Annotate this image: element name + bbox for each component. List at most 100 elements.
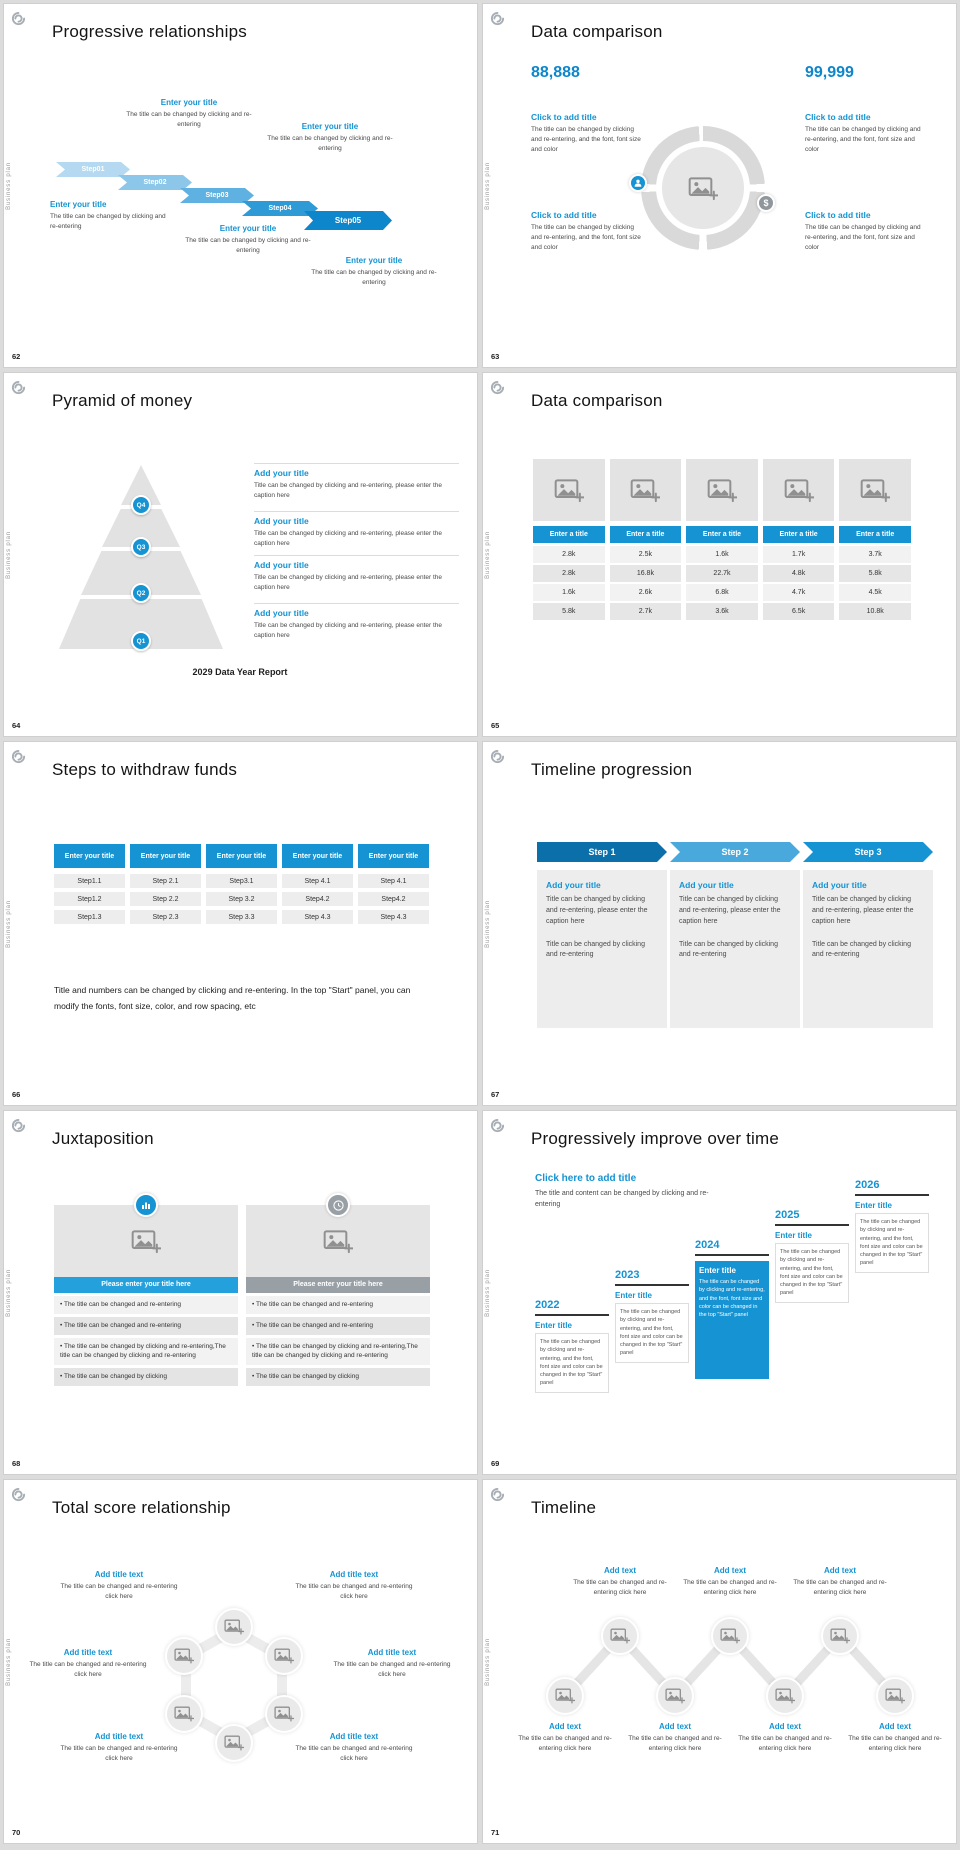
bullet-item: The title can be changed by clicking bbox=[246, 1368, 430, 1386]
table-cell: 10.8k bbox=[839, 603, 911, 620]
item-caption: The title can be changed and re-entering… bbox=[29, 1661, 147, 1679]
year-title: Enter title bbox=[855, 1201, 892, 1210]
item-caption: Title can be changed by clicking and re-… bbox=[254, 574, 443, 592]
column-header: Enter your title bbox=[282, 844, 353, 868]
timeline-item-bottom-1: Add text The title can be changed and re… bbox=[517, 1722, 613, 1754]
slide-title: Data comparison bbox=[531, 22, 663, 41]
score-item-6: Add title text The title can be changed … bbox=[294, 1732, 414, 1764]
timeline-node bbox=[711, 1617, 749, 1655]
year-caption: The title can be changed by clicking and… bbox=[535, 1333, 609, 1393]
image-node bbox=[215, 1724, 253, 1762]
stat-title: Click to add title bbox=[805, 210, 871, 220]
slide-title: Timeline bbox=[531, 1498, 597, 1517]
slide-thumbnail-66[interactable]: Business plan Steps to withdraw funds En… bbox=[4, 742, 477, 1105]
bullet-item: The title can be changed and re-entering bbox=[246, 1316, 430, 1335]
stat-item-left-2: Click to add title The title can be chan… bbox=[531, 210, 643, 253]
slide-thumbnail-62[interactable]: Business plan Progressive relationships … bbox=[4, 4, 477, 367]
brand-logo-icon bbox=[490, 380, 505, 395]
step-text-block-4: Enter your title The title can be change… bbox=[178, 224, 318, 256]
stat-caption: The title can be changed by clicking and… bbox=[805, 126, 921, 154]
slide-number: 71 bbox=[491, 1828, 500, 1837]
slide-title: Data comparison bbox=[531, 391, 663, 410]
slide-thumbnail-65[interactable]: Business plan Data comparison Enter a ti… bbox=[483, 373, 956, 736]
slide-thumbnail-71[interactable]: Business plan Timeline Add text The titl… bbox=[483, 1480, 956, 1843]
panel-title: Add your title bbox=[546, 880, 601, 890]
image-placeholder-icon bbox=[839, 459, 911, 521]
block-caption: The title can be changed by clicking and… bbox=[126, 111, 252, 129]
item-title: Add text bbox=[604, 1566, 636, 1575]
pyramid-graphic: Q4 Q3 Q2 Q1 bbox=[56, 465, 226, 675]
step-2-banner: Step 2 bbox=[670, 842, 800, 862]
table-cell: Step1.3 bbox=[54, 910, 125, 924]
panel-caption: Title can be changed by clicking and re-… bbox=[546, 896, 648, 925]
item-caption: Title can be changed by clicking and re-… bbox=[254, 622, 443, 640]
panel-body: Title can be changed by clicking and re-… bbox=[812, 940, 911, 959]
image-placeholder-icon bbox=[686, 459, 758, 521]
year-caption: The title can be changed by clicking and… bbox=[615, 1303, 689, 1363]
year-block-2025: 2025 Enter title The title can be change… bbox=[775, 1209, 849, 1303]
item-title: Add text bbox=[824, 1566, 856, 1575]
slide-thumbnail-67[interactable]: Business plan Timeline progression Step … bbox=[483, 742, 956, 1105]
year-label: 2025 bbox=[775, 1209, 800, 1221]
clock-icon bbox=[326, 1193, 350, 1217]
timeline-item-top-3: Add text The title can be changed and re… bbox=[792, 1566, 888, 1598]
left-compare-panel: Please enter your title here The title c… bbox=[54, 1193, 238, 1386]
table-cell: 5.8k bbox=[533, 603, 605, 620]
bullet-item: The title can be changed and re-entering bbox=[54, 1296, 238, 1314]
item-caption: The title can be changed and re-entering… bbox=[60, 1745, 178, 1763]
block-title: Enter your title bbox=[219, 224, 277, 233]
block-title: Enter your title bbox=[160, 98, 218, 107]
year-title: Enter title bbox=[699, 1266, 736, 1275]
table-row: 2.8k 2.5k 1.6k 1.7k 3.7k bbox=[533, 546, 911, 563]
timeline-item-bottom-3: Add text The title can be changed and re… bbox=[737, 1722, 833, 1754]
image-node bbox=[165, 1695, 203, 1733]
image-placeholder-icon bbox=[54, 1205, 238, 1277]
image-node bbox=[215, 1608, 253, 1646]
table-cell: 3.7k bbox=[839, 546, 911, 563]
pyramid-item-3: Add your title Title can be changed by c… bbox=[254, 555, 459, 593]
item-title: Add title text bbox=[329, 1732, 379, 1741]
bullet-item: The title can be changed and re-entering bbox=[54, 1316, 238, 1335]
image-placeholder-icon bbox=[246, 1205, 430, 1277]
slide-thumbnail-69[interactable]: Business plan Progressively improve over… bbox=[483, 1111, 956, 1474]
table-cell: Step 4.1 bbox=[358, 874, 429, 888]
item-title: Add your title bbox=[254, 516, 309, 526]
slide-number: 66 bbox=[12, 1090, 21, 1099]
slide-thumbnail-64[interactable]: Business plan Pyramid of money Q4 Q3 Q2 … bbox=[4, 373, 477, 736]
sidebar-vertical-label: Business plan bbox=[6, 530, 12, 579]
table-cell: 2.8k bbox=[533, 565, 605, 582]
table-cell: Step 3.3 bbox=[206, 910, 277, 924]
image-placeholder-icon bbox=[662, 147, 744, 229]
slide-thumbnail-70[interactable]: Business plan Total score relationship A… bbox=[4, 1480, 477, 1843]
brand-logo-icon bbox=[490, 1118, 505, 1133]
image-placeholder-icon bbox=[762, 459, 835, 521]
pyramid-level-q1: Q1 bbox=[131, 631, 151, 651]
table-row: 1.6k 2.6k 6.8k 4.7k 4.5k bbox=[533, 584, 911, 601]
slide-title: Juxtaposition bbox=[52, 1129, 154, 1148]
item-title: Add text bbox=[659, 1722, 691, 1731]
year-label: 2023 bbox=[615, 1269, 640, 1281]
item-title: Add text bbox=[549, 1722, 581, 1731]
brand-logo-icon bbox=[11, 380, 26, 395]
table-cell: Step 2.3 bbox=[130, 910, 201, 924]
year-caption: The title can be changed by clicking and… bbox=[855, 1213, 929, 1273]
chevron-step02: Step02 bbox=[118, 175, 192, 190]
slide-thumbnail-63[interactable]: Business plan Data comparison 88,888 99,… bbox=[483, 4, 956, 367]
slide-number: 67 bbox=[491, 1090, 500, 1099]
slide-thumbnail-68[interactable]: Business plan Juxtaposition Please enter… bbox=[4, 1111, 477, 1474]
table-cell: Step4.2 bbox=[282, 892, 353, 906]
timeline-item-bottom-2: Add text The title can be changed and re… bbox=[627, 1722, 723, 1754]
steps-row: Step1.1 Step 2.1 Step3.1 Step 4.1 Step 4… bbox=[54, 874, 429, 888]
sidebar-vertical-label: Business plan bbox=[6, 1268, 12, 1317]
table-cell: 4.5k bbox=[839, 584, 911, 601]
dollar-glyph: $ bbox=[763, 198, 769, 208]
bullet-item: The title can be changed by clicking and… bbox=[246, 1337, 430, 1365]
item-caption: Title can be changed by clicking and re-… bbox=[254, 530, 443, 548]
slide-title: Total score relationship bbox=[52, 1498, 231, 1517]
stat-title: Click to add title bbox=[531, 210, 597, 220]
right-compare-panel: Please enter your title here The title c… bbox=[246, 1193, 430, 1386]
item-caption: The title can be changed and re-entering… bbox=[793, 1579, 887, 1597]
slide-title: Pyramid of money bbox=[52, 391, 193, 410]
table-row: 2.8k 16.8k 22.7k 4.8k 5.8k bbox=[533, 565, 911, 582]
table-header-row: Enter a title Enter a title Enter a titl… bbox=[533, 526, 911, 543]
